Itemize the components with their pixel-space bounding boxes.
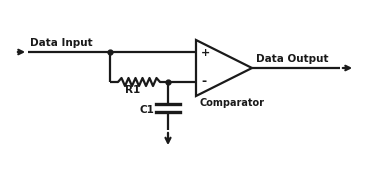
Text: -: - xyxy=(201,75,206,88)
Text: Data Input: Data Input xyxy=(30,38,93,48)
Text: +: + xyxy=(201,48,210,58)
Text: C1: C1 xyxy=(139,105,154,115)
Text: Comparator: Comparator xyxy=(200,98,265,108)
Text: Data Output: Data Output xyxy=(256,54,328,64)
Text: R1: R1 xyxy=(125,85,140,95)
